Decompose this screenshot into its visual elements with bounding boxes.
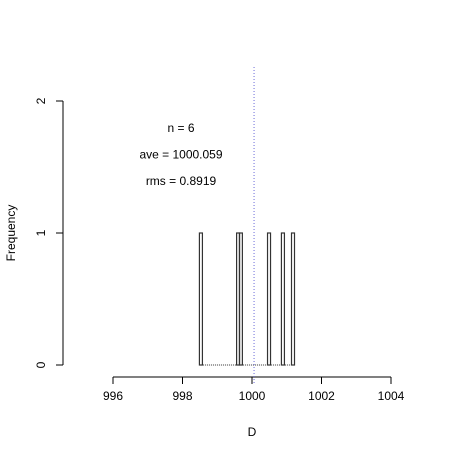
spike <box>198 232 204 366</box>
spike <box>280 232 286 366</box>
x-tick-label: 996 <box>103 389 123 403</box>
y-tick-label: 0 <box>34 361 48 368</box>
y-tick-label: 2 <box>34 97 48 104</box>
annotation: rms = 0.8919 <box>146 174 217 188</box>
x-tick-label: 1002 <box>308 389 335 403</box>
x-axis-label: D <box>248 425 257 439</box>
y-axis-label: Frequency <box>4 205 18 262</box>
x-tick-label: 1004 <box>378 389 405 403</box>
x-tick-label: 1000 <box>239 389 266 403</box>
y-tick-label: 1 <box>34 229 48 236</box>
annotation: ave = 1000.059 <box>139 148 222 162</box>
spike <box>266 232 272 366</box>
spike <box>238 232 243 366</box>
x-tick-label: 998 <box>172 389 192 403</box>
spike <box>290 232 296 366</box>
annotation: n = 6 <box>167 121 194 135</box>
